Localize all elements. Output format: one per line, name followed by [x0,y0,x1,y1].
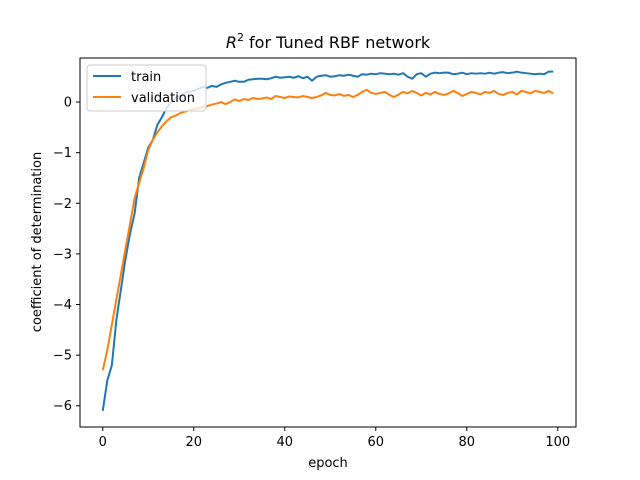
y-tick-label: −4 [53,298,72,313]
y-axis-label: coefficient of determination [30,152,45,332]
chart-title: R2 for Tuned RBF network [226,31,431,52]
y-axis-ticks: −6 −5 −4 −3 −2 −1 0 [53,96,80,414]
y-tick-label: 0 [64,96,72,111]
x-axis-ticks: 0 20 40 60 80 100 [99,427,570,450]
y-tick-label: −5 [53,349,72,364]
chart-title-superscript: 2 [237,31,244,44]
x-tick-label: 40 [276,435,293,450]
series-line-validation [101,88,554,371]
plot-area-frame [79,57,577,428]
chart-title-main: R [226,33,237,52]
x-axis-label: epoch [308,456,348,471]
x-tick-label: 100 [545,435,570,450]
chart-title-rest: for Tuned RBF network [244,33,431,52]
y-tick-label: −2 [53,197,72,212]
x-tick-label: 80 [459,435,476,450]
x-tick-label: 60 [368,435,385,450]
y-tick-label: −1 [53,146,72,161]
legend: train validation [86,64,207,112]
y-tick-label: −3 [53,247,72,262]
legend-label-validation: validation [131,91,195,106]
y-tick-label: −6 [53,399,72,414]
legend-label-train: train [131,70,161,85]
x-tick-label: 20 [185,435,202,450]
x-tick-label: 0 [99,435,107,450]
